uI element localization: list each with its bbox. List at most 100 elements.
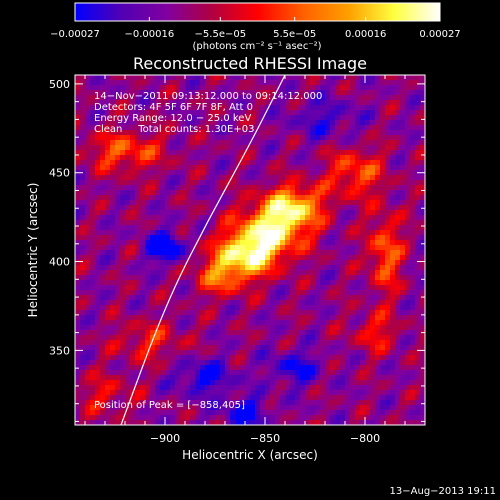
heatmap-cell [280,350,286,356]
heatmap-cell [195,350,201,356]
heatmap-cell [360,160,366,166]
heatmap-cell [330,255,336,261]
heatmap-cell [345,135,351,141]
heatmap-cell [205,285,211,291]
heatmap-cell [345,410,351,416]
heatmap-cell [340,365,346,371]
heatmap-cell [405,75,411,81]
heatmap-cell [280,125,286,131]
heatmap-cell [255,220,261,226]
heatmap-cell [75,225,81,231]
heatmap-cell [420,95,425,101]
heatmap-cell [140,230,146,236]
heatmap-cell [410,95,416,101]
heatmap-cell [325,235,331,241]
heatmap-cell [300,420,306,425]
heatmap-cell [150,95,156,101]
heatmap-cell [75,215,81,221]
heatmap-cell [215,175,221,181]
heatmap-cell [135,275,141,281]
heatmap-cell [130,165,136,171]
heatmap-cell [150,395,156,401]
heatmap-cell [95,375,101,381]
heatmap-cell [260,230,266,236]
heatmap-cell [210,300,216,306]
heatmap-cell [330,345,336,351]
heatmap-cell [190,170,196,176]
heatmap-cell [115,100,121,106]
heatmap-cell [255,415,261,421]
heatmap-cell [385,295,391,301]
heatmap-cell [330,385,336,391]
heatmap-cell [195,130,201,136]
heatmap-cell [285,165,291,171]
heatmap-cell [355,370,361,376]
heatmap-cell [405,250,411,256]
colorbar-frame [74,2,441,22]
heatmap-cell [360,110,366,116]
heatmap-cell [255,200,261,206]
heatmap-cell [175,225,181,231]
heatmap-cell [225,355,231,361]
heatmap-cell [335,405,341,411]
heatmap-cell [300,345,306,351]
heatmap-cell [295,195,301,201]
heatmap-cell [140,110,146,116]
heatmap-cell [80,355,86,361]
heatmap-cell [275,370,281,376]
heatmap-cell [375,370,381,376]
heatmap-cell [230,155,236,161]
heatmap-cell [245,260,251,266]
heatmap-cell [230,415,236,421]
heatmap-cell [95,360,101,366]
heatmap-cell [275,115,281,121]
heatmap-cell [280,385,286,391]
heatmap-cell [230,125,236,131]
heatmap-cell [115,305,121,311]
heatmap-cell [340,100,346,106]
heatmap-cell [135,325,141,331]
heatmap-cell [115,410,121,416]
heatmap-cell [340,225,346,231]
heatmap-cell [275,90,281,96]
heatmap-cell [340,395,346,401]
heatmap-cell [400,390,406,396]
heatmap-cell [270,335,276,341]
heatmap-cell [285,150,291,156]
heatmap-cell [310,290,316,296]
heatmap-cell [390,245,396,251]
heatmap-cell [360,315,366,321]
heatmap-cell [120,220,126,226]
heatmap-cell [290,140,296,146]
heatmap-cell [315,300,321,306]
heatmap-cell [310,175,316,181]
heatmap-cell [100,255,106,261]
heatmap-cell [275,230,281,236]
heatmap-cell [205,200,211,206]
heatmap-cell [85,215,91,221]
heatmap-cell [355,335,361,341]
heatmap-cell [80,235,86,241]
heatmap-cell [220,280,226,286]
heatmap-cell [245,315,251,321]
heatmap-cell [130,155,136,161]
heatmap-cell [290,210,296,216]
heatmap-cell [275,325,281,331]
heatmap-cell [255,300,261,306]
heatmap-cell [150,215,156,221]
heatmap-cell [160,115,166,121]
heatmap-cell [85,415,91,421]
heatmap-cell [365,365,371,371]
heatmap-cell [365,220,371,226]
heatmap-cell [240,120,246,126]
heatmap-cell [280,160,286,166]
heatmap-cell [215,90,221,96]
heatmap-cell [340,340,346,346]
heatmap-cell [300,100,306,106]
heatmap-cell [255,250,261,256]
heatmap-cell [125,240,131,246]
heatmap-cell [310,390,316,396]
heatmap-cell [340,180,346,186]
heatmap-cell [215,110,221,116]
heatmap-cell [165,160,171,166]
